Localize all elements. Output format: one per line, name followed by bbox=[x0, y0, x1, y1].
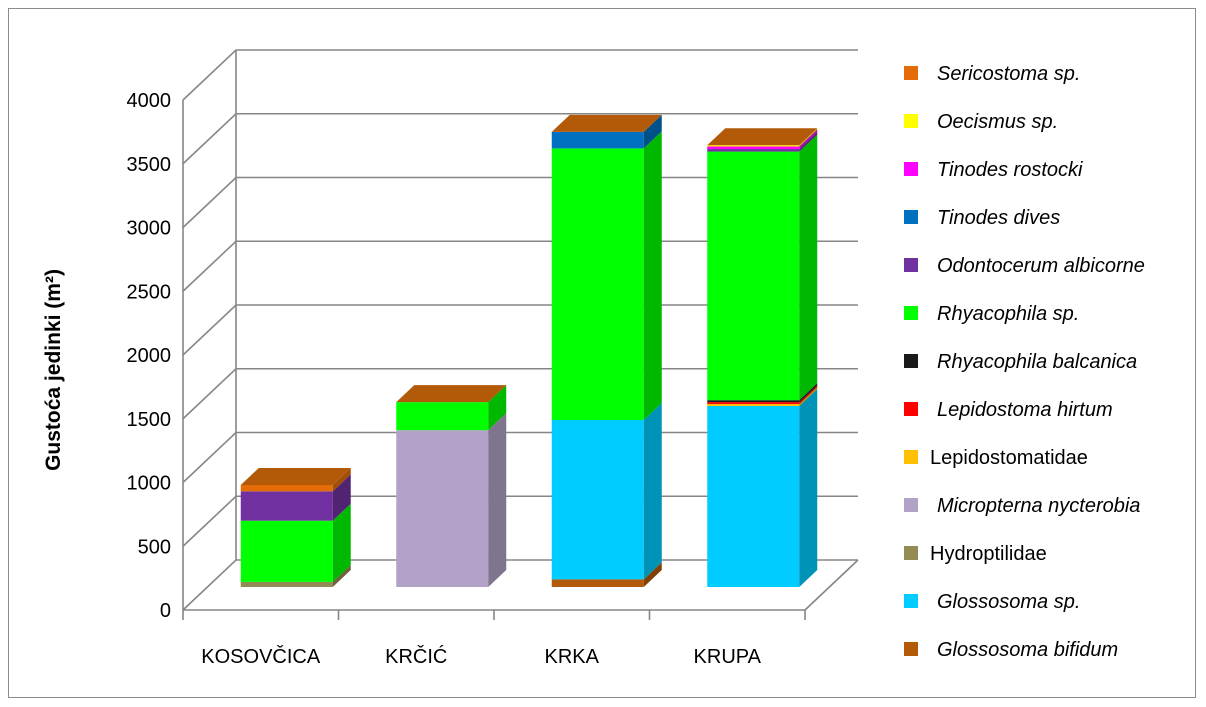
legend-label: Oecismus sp. bbox=[937, 111, 1058, 133]
bar-stack-krčić bbox=[396, 385, 507, 587]
legend-label: Rhyacophila sp. bbox=[937, 303, 1079, 325]
y-tick-labels: 0 500 1000 1500 2000 2500 3000 3500 4000 bbox=[127, 90, 172, 622]
y-tick-label: 0 bbox=[160, 600, 171, 622]
legend-item: Lepidostoma hirtum bbox=[904, 399, 1113, 421]
bar-layer bbox=[240, 114, 818, 587]
y-tick-label: 3500 bbox=[127, 154, 172, 176]
bar-segment bbox=[396, 385, 507, 431]
bar-segment bbox=[396, 413, 507, 587]
y-tick-label: 1500 bbox=[127, 409, 172, 431]
legend-swatch bbox=[904, 402, 918, 416]
legend-item: Hydroptilidae bbox=[904, 543, 1047, 565]
bar-stack-kosovčica bbox=[240, 468, 351, 587]
y-tick-label: 1000 bbox=[127, 473, 172, 495]
bar-top-face bbox=[551, 114, 662, 132]
legend-label: Odontocerum albicorne bbox=[937, 255, 1145, 277]
legend-item: Tinodes dives bbox=[904, 207, 1060, 229]
bar-segment bbox=[707, 134, 818, 401]
legend-label: Rhyacophila balcanica bbox=[937, 351, 1137, 373]
legend-swatch bbox=[904, 354, 918, 368]
legend-label: Hydroptilidae bbox=[930, 543, 1047, 565]
bar-top-face bbox=[707, 128, 818, 146]
legend-swatch bbox=[904, 642, 918, 656]
bar-stack-krka bbox=[551, 114, 662, 587]
bar-segment bbox=[707, 387, 818, 406]
bar-segment bbox=[707, 383, 818, 403]
legend-swatch bbox=[904, 306, 918, 320]
legend-item: Glossosoma sp. bbox=[904, 591, 1080, 613]
y-tick-label: 2000 bbox=[127, 345, 172, 367]
bar-segment bbox=[551, 131, 662, 420]
legend-label: Micropterna nycterobia bbox=[937, 495, 1140, 517]
x-category-label: KRKA bbox=[545, 646, 600, 668]
legend-item: Micropterna nycterobia bbox=[904, 495, 1140, 517]
bar-segment bbox=[240, 468, 351, 492]
legend-item: Rhyacophila sp. bbox=[904, 303, 1079, 325]
bar-top-face bbox=[240, 468, 351, 485]
legend-swatch bbox=[904, 162, 918, 176]
legend-item: Rhyacophila balcanica bbox=[904, 351, 1137, 373]
legend-label: Lepidostoma hirtum bbox=[937, 399, 1113, 421]
legend-item: Sericostoma sp. bbox=[904, 63, 1080, 85]
bar-segment bbox=[707, 132, 818, 152]
x-category-labels: KOSOVČICA KRČIĆ KRKA KRUPA bbox=[201, 645, 761, 668]
legend-swatch bbox=[904, 66, 918, 80]
y-tick-label: 500 bbox=[138, 536, 171, 558]
legend-label: Tinodes dives bbox=[937, 207, 1060, 229]
legend-label: Sericostoma sp. bbox=[937, 63, 1080, 85]
legend-swatch bbox=[904, 594, 918, 608]
legend-label: Lepidostomatidae bbox=[930, 447, 1088, 469]
legend-swatch bbox=[904, 258, 918, 272]
y-tick-label: 3000 bbox=[127, 218, 172, 240]
bar-segment bbox=[551, 562, 662, 587]
x-category-label: KRUPA bbox=[694, 646, 762, 668]
bar-segment bbox=[707, 129, 818, 150]
x-category-label: KOSOVČICA bbox=[201, 645, 321, 668]
bar-segment bbox=[707, 388, 818, 587]
legend-swatch bbox=[904, 498, 918, 512]
bar-top-face bbox=[396, 385, 507, 403]
y-tick-label: 4000 bbox=[127, 90, 172, 112]
bar-segment bbox=[551, 402, 662, 580]
bar-segment bbox=[240, 474, 351, 521]
legend-item: Lepidostomatidae bbox=[904, 447, 1088, 469]
legend-swatch bbox=[904, 114, 918, 128]
legend-item: Odontocerum albicorne bbox=[904, 255, 1145, 277]
legend-swatch bbox=[904, 450, 918, 464]
gridline bbox=[182, 49, 858, 101]
bar-segment bbox=[551, 114, 662, 149]
legend-item: Glossosoma bifidum bbox=[904, 639, 1118, 661]
bar-segment bbox=[240, 503, 351, 582]
legend-item: Oecismus sp. bbox=[904, 111, 1058, 133]
y-axis-label: Gustoća jedinki (m²) bbox=[42, 269, 65, 471]
floor-right-edge bbox=[804, 559, 859, 611]
bar-segment bbox=[240, 564, 351, 587]
legend-label: Glossosoma sp. bbox=[937, 591, 1080, 613]
legend-label: Glossosoma bifidum bbox=[937, 639, 1118, 661]
x-category-label: KRČIĆ bbox=[385, 645, 447, 668]
bar-segment bbox=[707, 128, 818, 147]
bar-segment bbox=[707, 385, 818, 405]
legend-swatch bbox=[904, 546, 918, 560]
y-tick-label: 2500 bbox=[127, 281, 172, 303]
bar-stack-krupa bbox=[707, 128, 818, 587]
legend: Sericostoma sp. Oecismus sp. Tinodes rosto… bbox=[904, 63, 1145, 661]
legend-item: Tinodes rostocki bbox=[904, 159, 1083, 181]
legend-swatch bbox=[904, 210, 918, 224]
legend-label: Tinodes rostocki bbox=[937, 159, 1083, 181]
